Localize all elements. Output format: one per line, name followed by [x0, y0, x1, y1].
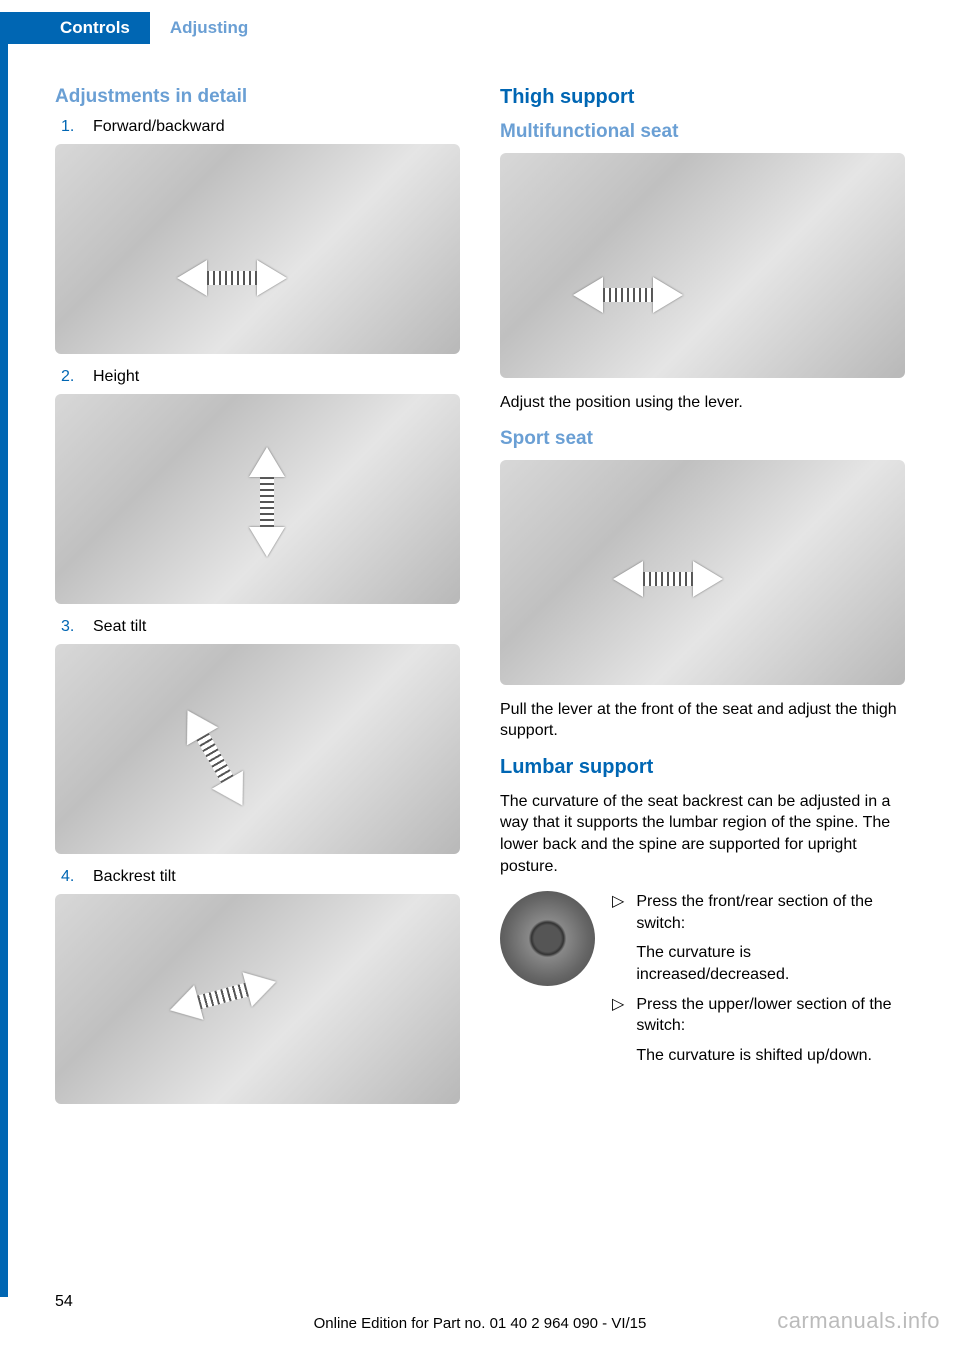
list-item: 4. Backrest tilt [61, 868, 460, 886]
multifunctional-text: Adjust the position using the lever. [500, 392, 905, 414]
figure-multifunctional-seat [500, 153, 905, 378]
bullet-line2: The curvature is increased/decreased. [636, 942, 905, 985]
sport-text: Pull the lever at the front of the seat … [500, 699, 905, 742]
list-number: 3. [61, 618, 77, 636]
content-area: Adjustments in detail 1. Forward/backwar… [0, 56, 960, 1118]
figure-seat-tilt [55, 644, 460, 854]
left-column: Adjustments in detail 1. Forward/backwar… [55, 86, 460, 1118]
list-item: 3. Seat tilt [61, 618, 460, 636]
subsection-sport-title: Sport seat [500, 428, 905, 450]
subsection-multifunctional-title: Multifunctional seat [500, 121, 905, 143]
section-lumbar-title: Lumbar support [500, 756, 905, 779]
breadcrumb-controls: Controls [0, 12, 150, 44]
section-thigh-title: Thigh support [500, 86, 905, 109]
figure-lumbar-switch [500, 891, 595, 986]
list-item: 1. Forward/backward [61, 118, 460, 136]
watermark-text: carmanuals.info [777, 1308, 940, 1334]
figure-forward-backward [55, 144, 460, 354]
figure-sport-seat [500, 460, 905, 685]
bullet-item: ▷ Press the upper/lower section of the s… [612, 994, 905, 1067]
bullet-line2: The curvature is shifted up/down. [636, 1045, 905, 1067]
bullet-line1: Press the front/rear section of the swit… [636, 891, 905, 934]
section-adjustments-title: Adjustments in detail [55, 86, 460, 108]
arrow-horizontal-icon [573, 277, 683, 313]
breadcrumb-adjusting: Adjusting [150, 12, 268, 44]
arrow-tilt-icon [172, 701, 258, 814]
list-label: Height [93, 368, 139, 386]
right-column: Thigh support Multifunctional seat Adjus… [500, 86, 905, 1118]
list-number: 2. [61, 368, 77, 386]
left-accent-bar [0, 12, 8, 1297]
arrow-horizontal-icon [613, 561, 723, 597]
arrow-vertical-icon [249, 447, 285, 557]
figure-backrest-tilt [55, 894, 460, 1104]
arrow-horizontal-icon [177, 260, 287, 296]
bullet-marker-icon: ▷ [612, 994, 624, 1067]
lumbar-block: ▷ Press the front/rear section of the sw… [500, 891, 905, 1066]
bullet-line1: Press the upper/lower section of the swi… [636, 994, 905, 1037]
page-header: Controls Adjusting [0, 0, 960, 56]
bullet-item: ▷ Press the front/rear section of the sw… [612, 891, 905, 985]
figure-height [55, 394, 460, 604]
lumbar-list: ▷ Press the front/rear section of the sw… [612, 891, 905, 1066]
list-item: 2. Height [61, 368, 460, 386]
list-number: 1. [61, 118, 77, 136]
arrow-backrest-icon [166, 964, 282, 1027]
lumbar-intro-text: The curvature of the seat backrest can b… [500, 791, 905, 877]
list-label: Seat tilt [93, 618, 146, 636]
list-number: 4. [61, 868, 77, 886]
list-label: Backrest tilt [93, 868, 176, 886]
list-label: Forward/backward [93, 118, 225, 136]
bullet-marker-icon: ▷ [612, 891, 624, 985]
